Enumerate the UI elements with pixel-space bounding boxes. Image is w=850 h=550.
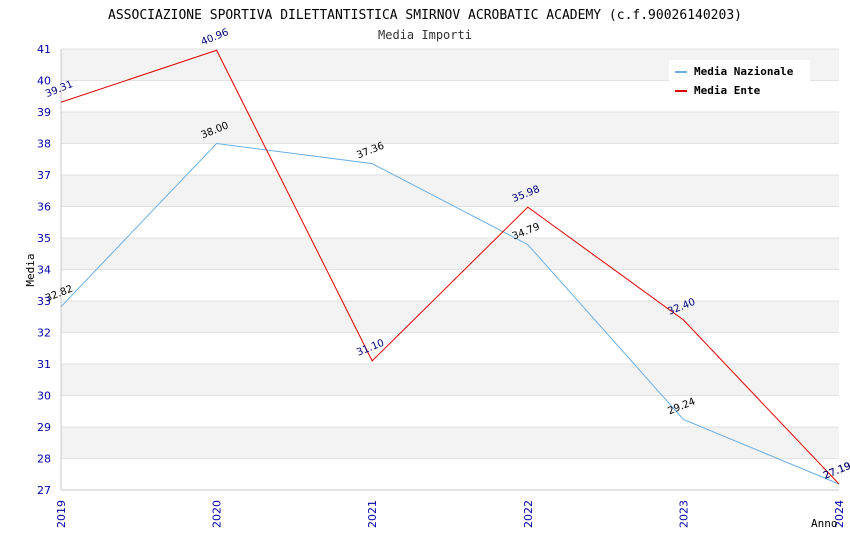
grid-band xyxy=(61,364,839,396)
grid-band xyxy=(61,175,839,207)
legend-box xyxy=(669,60,810,102)
y-tick-label: 36 xyxy=(37,201,51,214)
y-tick-labels: 27 28 29 30 31 32 33 34 35 36 37 38 39 40 41 xyxy=(37,43,51,497)
y-tick-label: 27 xyxy=(37,484,51,497)
grid-band xyxy=(61,112,839,144)
y-tick-label: 29 xyxy=(37,421,51,434)
legend-label-media-nazionale: Media Nazionale xyxy=(694,65,794,78)
legend: Media Nazionale Media Ente xyxy=(669,60,810,102)
x-tick-label: 2020 xyxy=(211,500,224,528)
y-tick-label: 37 xyxy=(37,169,51,182)
grid-band xyxy=(61,427,839,459)
x-tick-label: 2024 xyxy=(833,500,846,528)
x-tick-label: 2022 xyxy=(522,500,535,528)
y-tick-label: 39 xyxy=(37,106,51,119)
data-label: 29.24 xyxy=(666,396,697,417)
chart-title: ASSOCIAZIONE SPORTIVA DILETTANTISTICA SM… xyxy=(108,8,742,23)
y-tick-label: 28 xyxy=(37,453,51,466)
data-label: 31.10 xyxy=(355,338,386,359)
grid-lines xyxy=(61,48,839,491)
y-tick-label: 33 xyxy=(37,295,51,308)
grid-bands xyxy=(61,49,839,459)
x-tick-label: 2023 xyxy=(677,500,690,528)
grid-band xyxy=(61,238,839,270)
x-tick-label: 2019 xyxy=(55,500,68,528)
data-label: 40.96 xyxy=(200,27,231,48)
x-tick-label: 2021 xyxy=(366,500,379,528)
series-line-media-ente xyxy=(60,49,840,485)
legend-label-media-ente: Media Ente xyxy=(694,84,761,97)
x-tick-labels: 2019 2020 2021 2022 2023 2024 xyxy=(55,500,846,528)
series-lines xyxy=(60,49,840,485)
series-line-media-nazionale xyxy=(60,142,840,485)
y-tick-label: 32 xyxy=(37,327,51,340)
data-label: 27.19 xyxy=(822,461,850,482)
y-tick-label: 41 xyxy=(37,43,51,56)
y-tick-label: 34 xyxy=(37,264,51,277)
y-tick-label: 35 xyxy=(37,232,51,245)
y-tick-label: 30 xyxy=(37,390,51,403)
x-axis-label: Anno xyxy=(811,517,838,530)
y-axis-label: Media xyxy=(24,253,37,286)
y-tick-label: 31 xyxy=(37,358,51,371)
axes xyxy=(60,49,839,491)
y-tick-label: 40 xyxy=(37,75,51,88)
chart-subtitle: Media Importi xyxy=(378,28,472,42)
y-tick-label: 38 xyxy=(37,138,51,151)
grid-band xyxy=(61,301,839,333)
